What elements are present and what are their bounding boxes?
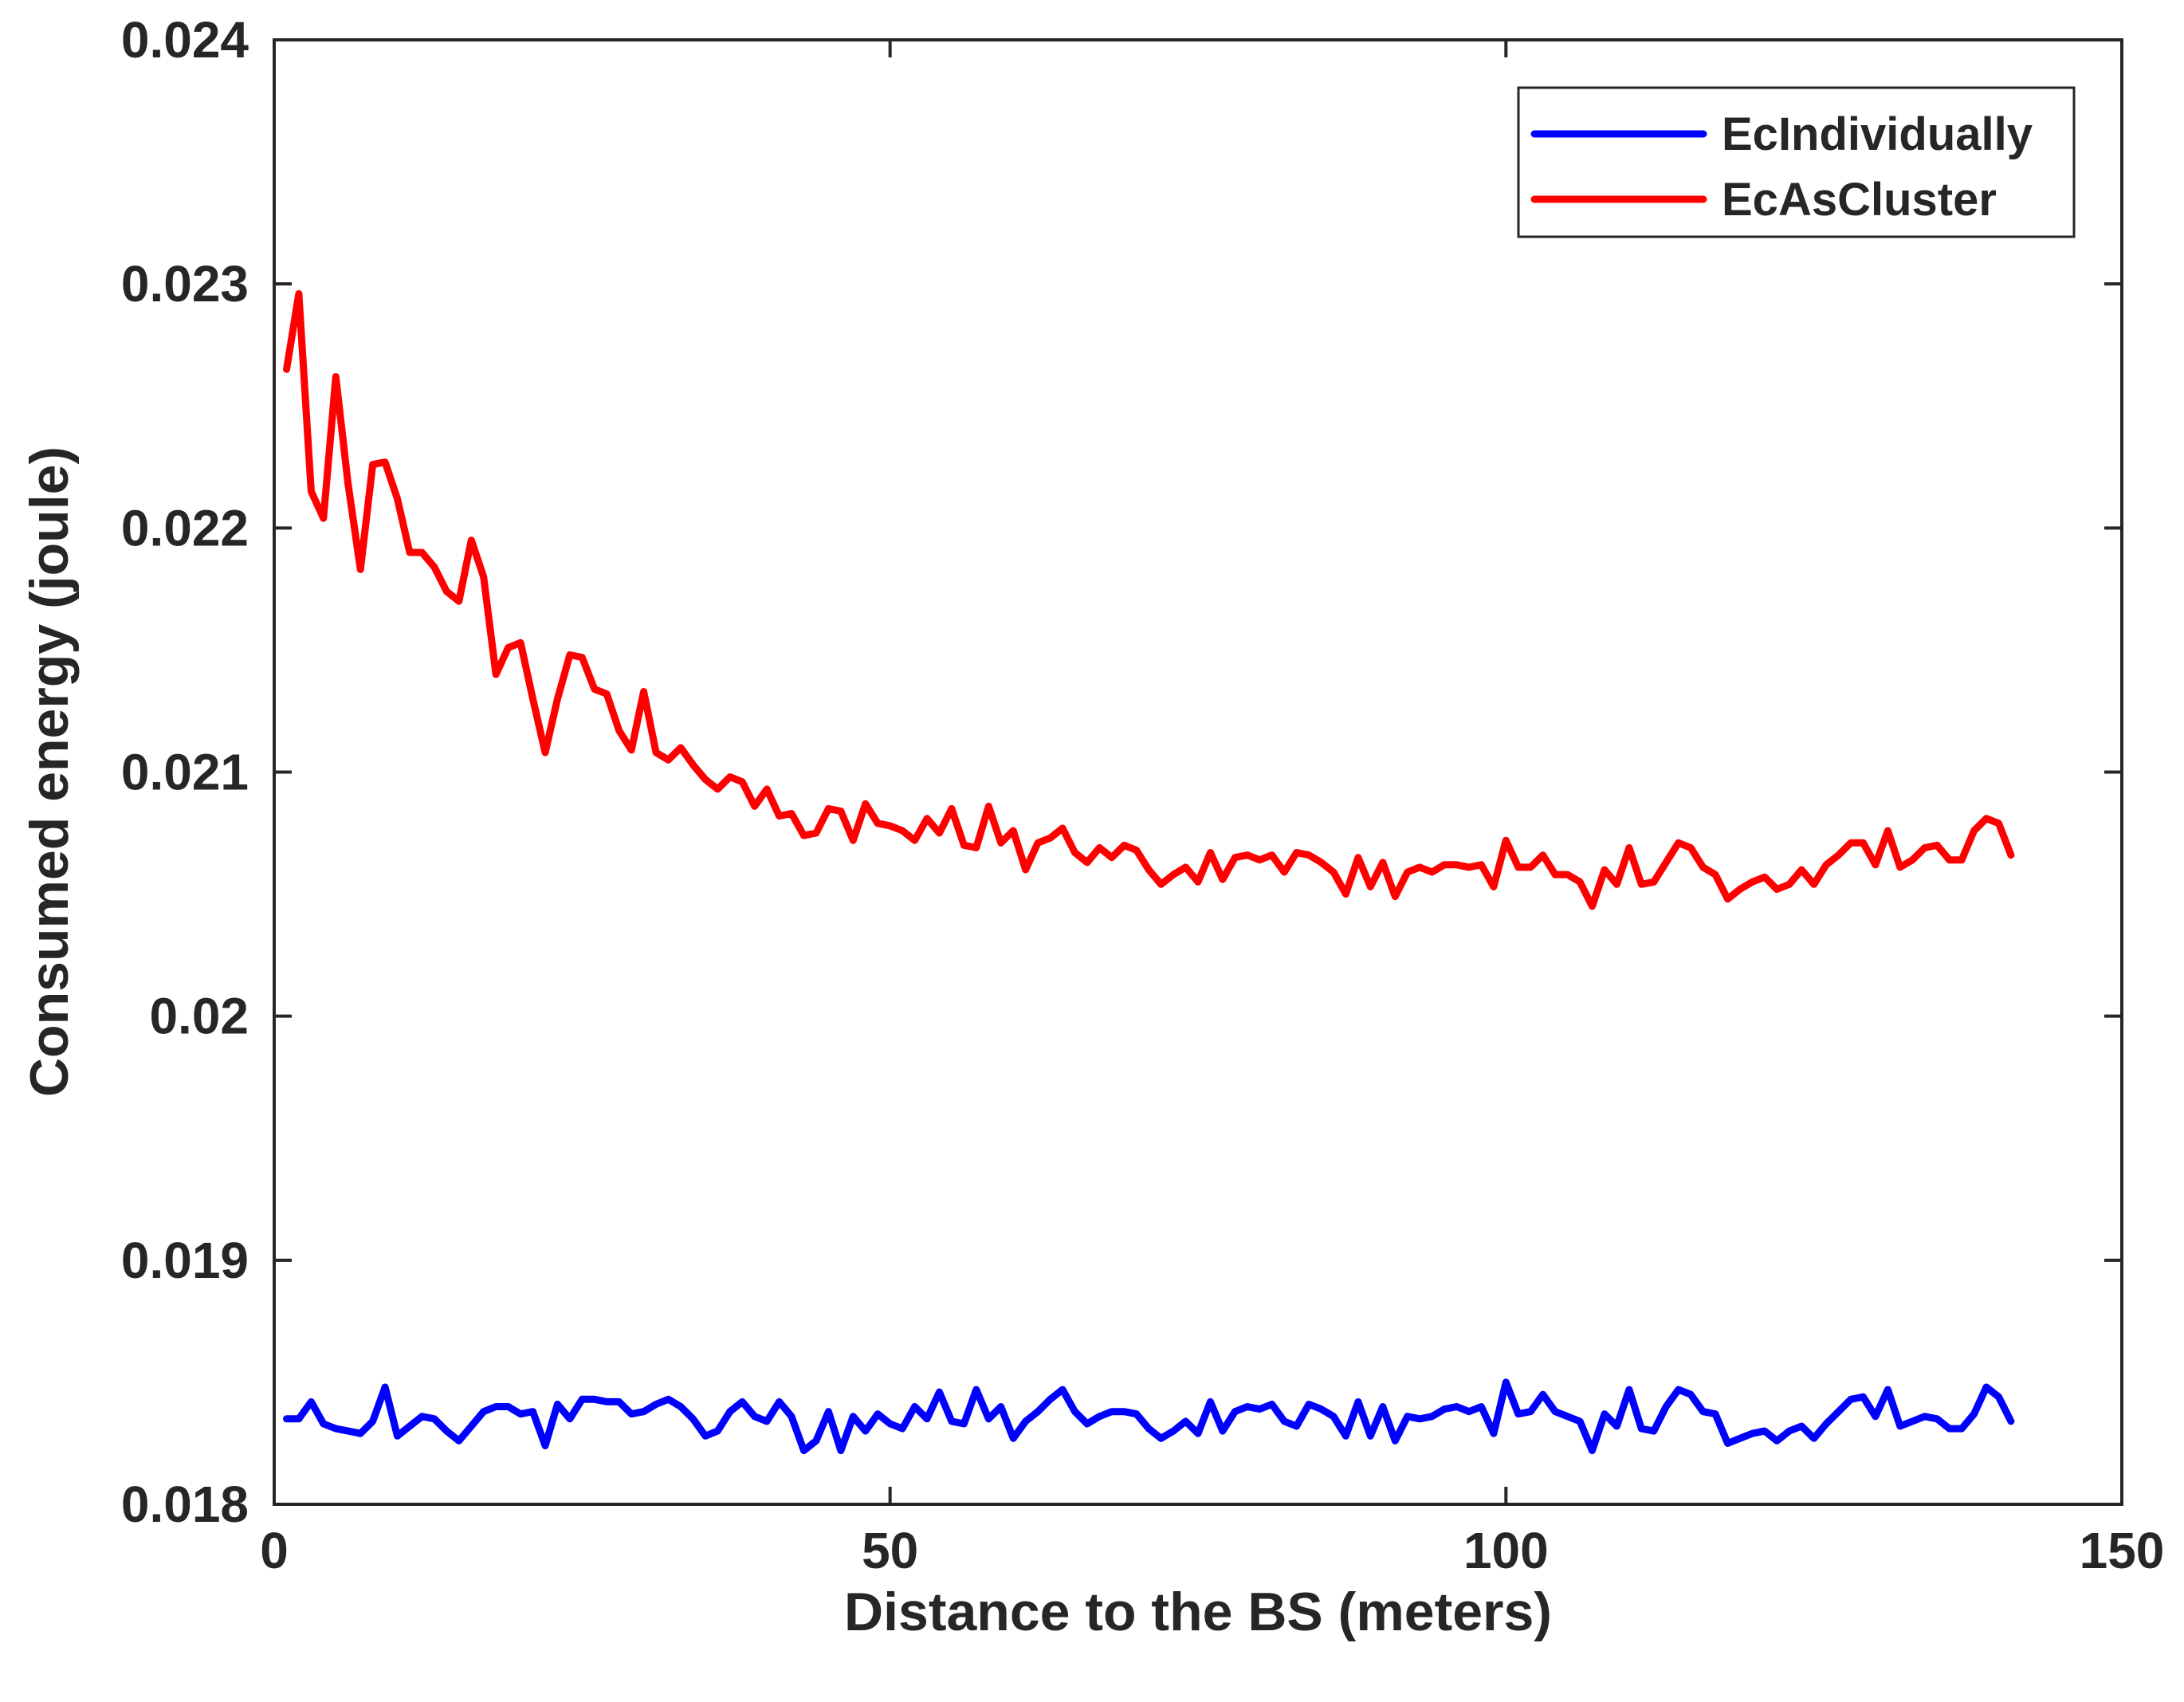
legend-box	[1517, 86, 2076, 238]
y-tick-label: 0.023	[121, 255, 249, 312]
legend-label: EcIndividually	[1722, 108, 2033, 160]
x-tick-label: 150	[2080, 1522, 2165, 1579]
series-line-0	[283, 1378, 2015, 1455]
x-tick-label: 100	[1463, 1522, 1549, 1579]
x-tick-label: 0	[260, 1522, 289, 1579]
legend-label: EcAsCluster	[1722, 174, 1997, 226]
y-tick-label: 0.019	[121, 1232, 249, 1289]
legend: EcIndividually EcAsCluster	[1517, 86, 2076, 238]
y-tick-label: 0.018	[121, 1476, 249, 1533]
y-axis-title: Consumed energy (joule)	[19, 446, 80, 1097]
series-layer	[283, 289, 2015, 1455]
series-line-1	[283, 289, 2015, 910]
y-tick-label: 0.021	[121, 744, 249, 801]
ticks-layer: 0 50 100 150 0.018 0.019 0.02 0.021 0.022 0.023 0.…	[121, 11, 2165, 1579]
x-axis-title: Distance to the BS (meters)	[844, 1582, 1552, 1642]
y-tick-label: 0.022	[121, 499, 249, 556]
y-tick-label: 0.024	[121, 11, 249, 69]
y-tick-label: 0.02	[149, 988, 249, 1045]
x-tick-label: 50	[862, 1522, 918, 1579]
plot-area	[274, 40, 2122, 1504]
